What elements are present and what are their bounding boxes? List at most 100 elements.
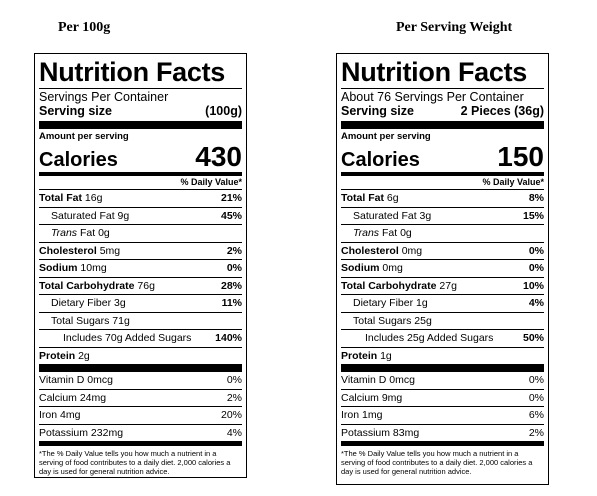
protein-label: Protein (39, 349, 76, 362)
dietary-fiber-amount: 1g (416, 297, 428, 310)
calories-label: Calories (341, 149, 420, 171)
sodium-dv: 0% (226, 262, 242, 275)
cholesterol-amount: 5mg (99, 244, 121, 257)
trans-fat-row: Trans Fat 0g (39, 225, 242, 243)
sodium-label: Sodium (39, 262, 78, 275)
total-sugars-amount: 71g (112, 314, 130, 327)
potassium-row: Potassium 83mg 2% (341, 425, 544, 446)
total-carbohydrate-amount: 76g (137, 279, 155, 292)
added-sugars-row: Includes 25g Added Sugars 50% (341, 330, 544, 348)
sodium-row: Sodium 10mg 0% (39, 260, 242, 278)
calories-label: Calories (39, 149, 118, 171)
calcium-row: Calcium 24mg 2% (39, 390, 242, 407)
thick-divider (39, 364, 242, 372)
saturated-fat-dv: 15% (522, 209, 544, 222)
total-carbohydrate-row: Total Carbohydrate 76g 28% (39, 278, 242, 295)
saturated-fat-row: Saturated Fat 3g 15% (341, 208, 544, 225)
thick-divider (39, 121, 242, 129)
calcium-label: Calcium 24mg (39, 391, 107, 404)
total-fat-dv: 8% (528, 192, 544, 205)
vitamin-d-label: Vitamin D 0mcg (341, 374, 415, 387)
dietary-fiber-amount: 3g (114, 297, 126, 310)
total-sugars-amount: 25g (414, 314, 432, 327)
servings-per-container: About 76 Servings Per Container (341, 90, 524, 104)
servings-per-container: Servings Per Container (39, 90, 169, 104)
calcium-dv: 2% (226, 391, 242, 404)
total-carbohydrate-dv: 28% (220, 279, 242, 292)
potassium-dv: 4% (226, 426, 242, 439)
serving-size-value: (100g) (205, 104, 242, 118)
total-fat-amount: 6g (386, 192, 399, 205)
cholesterol-label: Cholesterol (341, 244, 399, 257)
protein-row: Protein 1g (341, 348, 544, 365)
iron-label: Iron 1mg (341, 409, 383, 422)
total-carbohydrate-dv: 10% (522, 279, 544, 292)
daily-value-header: % Daily Value* (341, 176, 544, 190)
added-sugars-label: Includes 25g Added Sugars (365, 332, 494, 345)
calories-value: 150 (497, 141, 544, 172)
iron-label: Iron 4mg (39, 409, 81, 422)
serving-size-value: 2 Pieces (36g) (460, 104, 544, 118)
dietary-fiber-row: Dietary Fiber 1g 4% (341, 295, 544, 313)
vitamin-d-row: Vitamin D 0mcg 0% (39, 372, 242, 390)
dietary-fiber-row: Dietary Fiber 3g 11% (39, 295, 242, 313)
cholesterol-dv: 0% (528, 244, 544, 257)
total-fat-label: Total Fat (39, 192, 82, 205)
calcium-label: Calcium 9mg (341, 391, 403, 404)
saturated-fat-label: Saturated Fat (353, 209, 417, 222)
sodium-label: Sodium (341, 262, 380, 275)
calories-value: 430 (195, 141, 242, 172)
total-carbohydrate-label: Total Carbohydrate (39, 279, 135, 292)
total-fat-dv: 21% (220, 192, 242, 205)
total-fat-label: Total Fat (341, 192, 384, 205)
trans-fat-label-italic: Trans (51, 227, 78, 240)
potassium-row: Potassium 232mg 4% (39, 425, 242, 446)
trans-fat-amount: 0g (400, 227, 412, 240)
vitamin-d-dv: 0% (226, 374, 242, 387)
potassium-label: Potassium 83mg (341, 426, 420, 439)
added-sugars-row: Includes 70g Added Sugars 140% (39, 330, 242, 348)
heading-per-serving: Per Serving Weight (396, 20, 513, 35)
total-sugars-row: Total Sugars 25g (341, 313, 544, 330)
amount-per-serving: Amount per serving (341, 131, 431, 142)
cholesterol-amount: 0mg (401, 244, 423, 257)
iron-dv: 20% (220, 409, 242, 422)
saturated-fat-amount: 3g (419, 209, 432, 222)
total-sugars-label: Total Sugars (353, 314, 412, 327)
total-carbohydrate-row: Total Carbohydrate 27g 10% (341, 278, 544, 295)
trans-fat-label: Fat (79, 227, 96, 240)
serving-size-label: Serving size (341, 104, 414, 118)
total-sugars-label: Total Sugars (51, 314, 110, 327)
iron-dv: 6% (528, 409, 544, 422)
daily-value-footnote: *The % Daily Value tells you how much a … (341, 449, 533, 476)
dietary-fiber-dv: 4% (528, 297, 544, 310)
vitamin-d-dv: 0% (528, 374, 544, 387)
daily-value-footnote: *The % Daily Value tells you how much a … (39, 449, 231, 476)
added-sugars-label: Includes 70g Added Sugars (63, 332, 192, 345)
total-carbohydrate-amount: 27g (439, 279, 457, 292)
saturated-fat-amount: 9g (117, 209, 130, 222)
serving-size-row: Serving size 2 Pieces (36g) (341, 104, 544, 121)
calcium-row: Calcium 9mg 0% (341, 390, 544, 407)
nutrition-label-per-serving: Nutrition Facts About 76 Servings Per Co… (336, 53, 549, 485)
sodium-amount: 10mg (80, 262, 107, 275)
cholesterol-row: Cholesterol 5mg 2% (39, 243, 242, 260)
trans-fat-label-italic: Trans (353, 227, 380, 240)
cholesterol-label: Cholesterol (39, 244, 97, 257)
total-fat-amount: 16g (84, 192, 103, 205)
protein-amount: 2g (78, 349, 90, 362)
trans-fat-row: Trans Fat 0g (341, 225, 544, 243)
vitamin-d-row: Vitamin D 0mcg 0% (341, 372, 544, 390)
serving-size-row: Serving size (100g) (39, 104, 242, 121)
thick-divider (341, 121, 544, 129)
sodium-row: Sodium 0mg 0% (341, 260, 544, 278)
dietary-fiber-label: Dietary Fiber (353, 297, 414, 310)
trans-fat-label: Fat (381, 227, 398, 240)
potassium-label: Potassium 232mg (39, 426, 124, 439)
total-sugars-row: Total Sugars 71g (39, 313, 242, 330)
protein-row: Protein 2g (39, 348, 242, 365)
added-sugars-dv: 50% (522, 332, 544, 345)
potassium-dv: 2% (528, 426, 544, 439)
cholesterol-row: Cholesterol 0mg 0% (341, 243, 544, 260)
sodium-amount: 0mg (382, 262, 403, 275)
